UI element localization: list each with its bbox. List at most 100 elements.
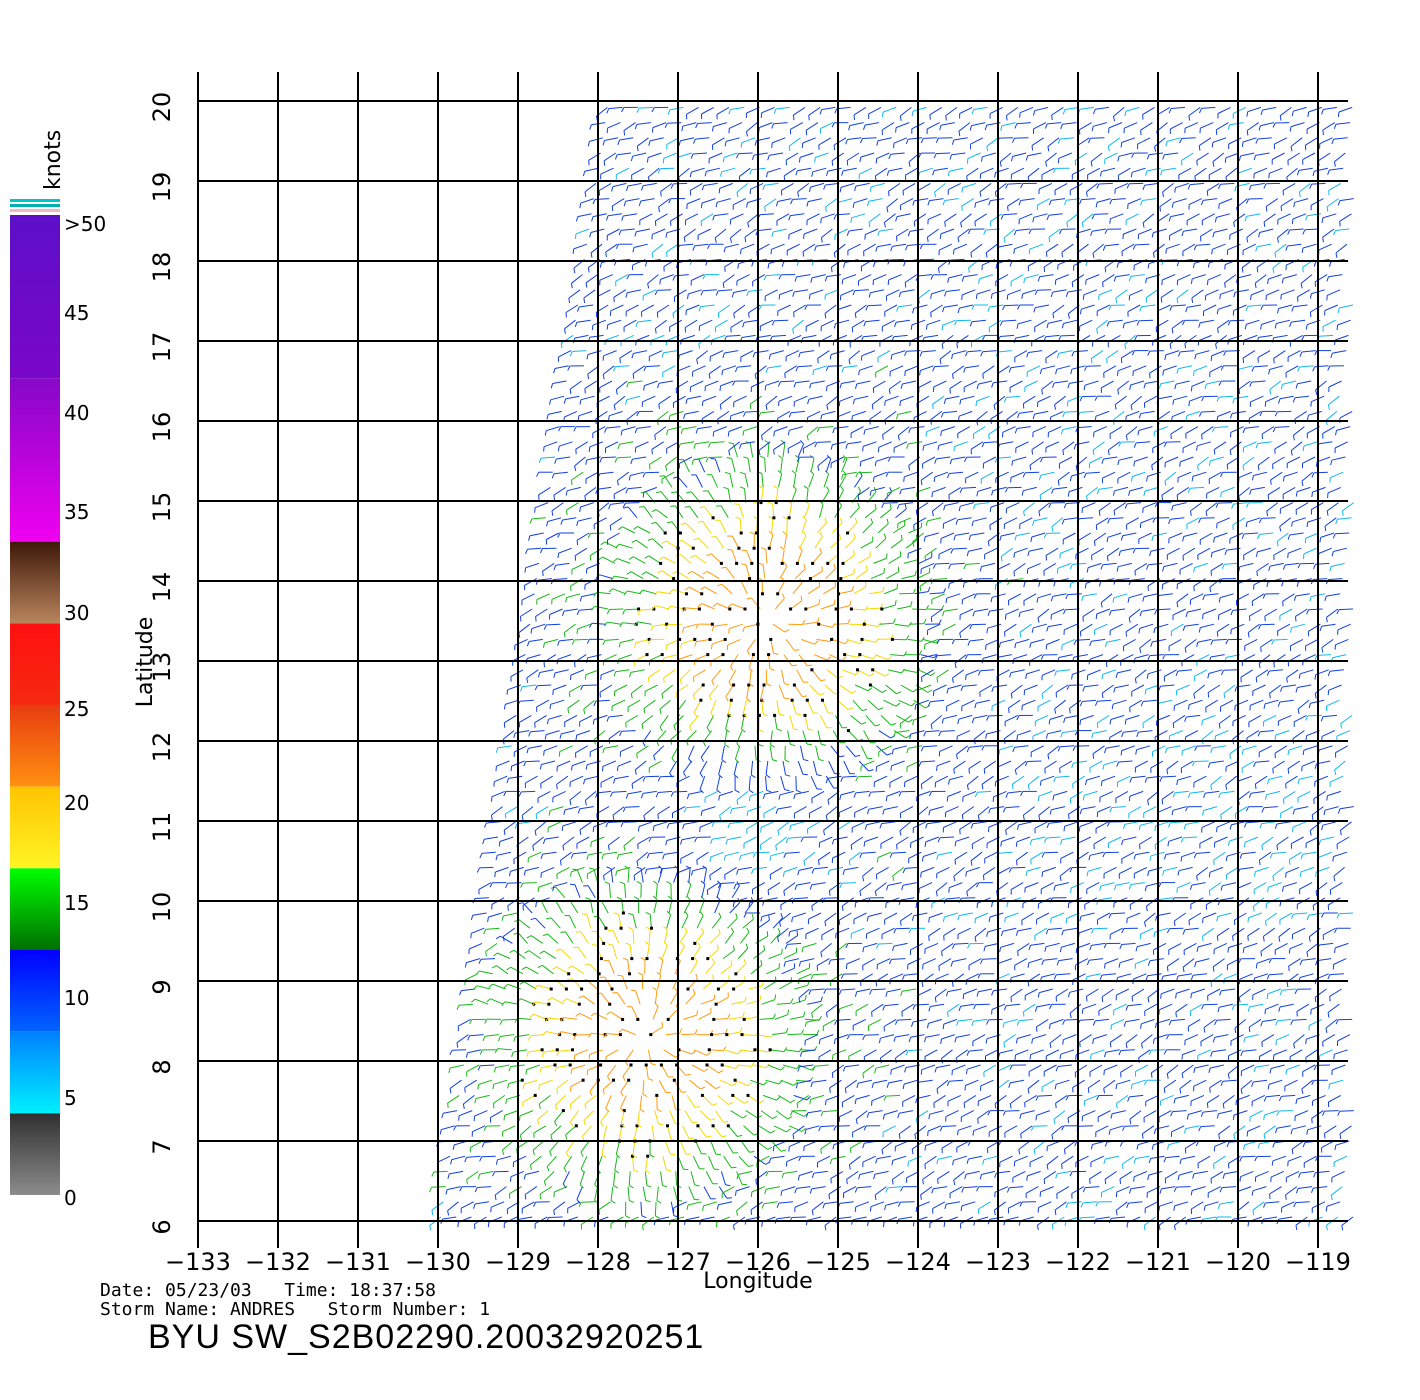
wind-barb-flag	[790, 1099, 795, 1104]
wind-barb-flag	[710, 839, 713, 845]
wind-barb-flag	[1217, 1203, 1221, 1209]
wind-barb	[710, 851, 724, 858]
wind-barb	[1016, 836, 1031, 843]
wind-barb	[1336, 730, 1351, 737]
wind-barb	[1270, 1064, 1285, 1069]
wind-barb-flag	[1280, 686, 1283, 692]
wind-barb-flag	[1095, 1201, 1099, 1207]
wind-barb	[649, 914, 652, 929]
wind-barb-flag	[535, 902, 537, 908]
wind-barb	[864, 1034, 879, 1036]
wind-barb	[936, 654, 952, 657]
wind-barb-flag	[788, 931, 791, 937]
wind-barb-flag	[1272, 875, 1275, 882]
wind-barb-flag	[556, 784, 558, 790]
wind-barb	[889, 775, 903, 784]
wind-barb	[1270, 1170, 1285, 1178]
wind-barb-flag	[1125, 1043, 1128, 1049]
wind-barb-flag	[1326, 1225, 1328, 1231]
wind-barb	[838, 590, 853, 595]
wind-barb	[1200, 1125, 1215, 1128]
rain-flag-marker	[660, 653, 664, 657]
wind-barb	[1269, 669, 1284, 672]
wind-barb	[1062, 730, 1077, 734]
wind-barb-flag	[751, 869, 754, 875]
wind-barb	[657, 975, 662, 990]
wind-barb-flag	[658, 956, 664, 961]
wind-barb	[1046, 638, 1060, 646]
wind-barb	[1172, 1110, 1187, 1113]
wind-barb	[801, 1049, 816, 1053]
wind-barb-flag	[1106, 821, 1110, 827]
wind-barb	[882, 1125, 896, 1133]
wind-barb-flag	[1046, 1164, 1049, 1170]
wind-barb	[743, 836, 757, 844]
rain-flag-marker	[686, 987, 690, 991]
wind-barb-flag	[885, 1187, 889, 1193]
wind-barb	[469, 1034, 484, 1037]
wind-barb	[534, 714, 547, 724]
wind-barb	[1046, 1155, 1059, 1166]
wind-barb-flag	[966, 1158, 969, 1164]
wind-barb-flag	[473, 1203, 476, 1209]
wind-barb	[679, 1140, 687, 1155]
wind-barb	[544, 638, 559, 644]
wind-barb	[999, 745, 1014, 751]
wind-barb	[1135, 851, 1150, 856]
wind-barb-flag	[939, 1126, 943, 1132]
wind-barb-flag	[1314, 693, 1317, 699]
wind-barb	[1292, 1018, 1307, 1021]
wind-barb-flag	[1299, 960, 1303, 966]
wind-barb	[1004, 623, 1017, 633]
wind-barb	[958, 714, 973, 720]
wind-barb-flag	[718, 912, 722, 918]
wind-barb-flag	[1290, 1129, 1293, 1135]
wind-barb-flag	[1300, 854, 1304, 860]
wind-barb	[574, 638, 589, 641]
wind-barb	[1055, 988, 1069, 997]
wind-barb-flag	[1228, 840, 1230, 846]
wind-barb	[1165, 1155, 1180, 1159]
wind-barb	[517, 1017, 532, 1020]
wind-barb-flag	[773, 652, 779, 655]
wind-barb	[1233, 1125, 1246, 1135]
wind-barb-flag	[1037, 796, 1040, 802]
wind-barb	[624, 1049, 634, 1062]
wind-barb-flag	[858, 1174, 861, 1180]
wind-barb	[618, 654, 632, 660]
wind-barb-flag	[1254, 1156, 1258, 1162]
wind-barb-flag	[1155, 915, 1158, 921]
wind-barb-flag	[883, 1222, 885, 1228]
wind-barb	[766, 1186, 781, 1190]
wind-barb	[1295, 1110, 1309, 1117]
wind-barb	[877, 958, 891, 965]
wind-barb-flag	[797, 1066, 800, 1072]
wind-barb-flag	[1291, 1149, 1294, 1155]
wind-barb-flag	[915, 902, 918, 908]
wind-barb	[770, 932, 781, 944]
wind-barb-flag	[1268, 958, 1272, 964]
wind-barb-flag	[1188, 704, 1190, 710]
wind-barb	[1249, 1003, 1264, 1008]
wind-barb	[709, 933, 721, 944]
wind-barb	[461, 988, 476, 992]
wind-barb	[630, 669, 645, 673]
wind-barb-flag	[725, 1028, 728, 1034]
wind-barb	[1161, 790, 1174, 800]
wind-barb	[782, 1064, 797, 1070]
wind-barb	[1136, 745, 1151, 751]
wind-barb	[1259, 851, 1272, 861]
wind-barb-flag	[507, 905, 509, 911]
wind-barb	[1005, 806, 1020, 809]
wind-barb-flag	[1230, 629, 1232, 635]
wind-barb-flag	[1053, 974, 1057, 980]
rain-flag-marker	[573, 1033, 577, 1037]
wind-barb	[1313, 790, 1326, 800]
wind-barb	[727, 638, 741, 646]
wind-barb-flag	[567, 708, 570, 714]
wind-barb	[959, 821, 972, 830]
wind-barb	[541, 760, 556, 765]
wind-barb-flag	[1275, 1020, 1278, 1026]
wind-barb	[975, 699, 990, 704]
wind-barb	[925, 1034, 940, 1038]
